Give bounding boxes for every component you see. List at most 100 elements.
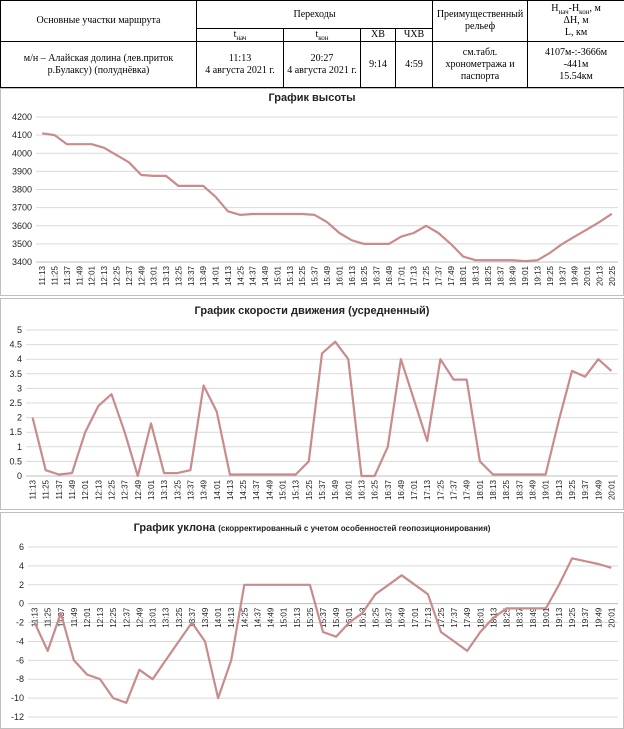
x-tick-label: 14:37: [252, 479, 261, 500]
x-tick-label: 16:37: [373, 265, 382, 286]
text: 11:13: [228, 52, 252, 64]
text-part: кон: [579, 8, 590, 16]
x-tick-label: 18:13: [472, 265, 481, 286]
x-tick-label: 18:37: [496, 265, 505, 286]
line-series: [31, 340, 613, 478]
x-tick-label: 15:01: [279, 479, 288, 500]
x-tick-label: 12:13: [96, 607, 105, 628]
subtitle: (скорректированный с учетом особенностей…: [218, 524, 490, 533]
chart-title: График высоты: [268, 92, 355, 104]
x-tick-label: 13:13: [162, 607, 171, 628]
cell: м/н – Алайская долина (лев.приток р.Була…: [0, 41, 197, 88]
x-tick-label: 18:25: [484, 265, 493, 286]
x-tick-label: 18:01: [476, 479, 485, 500]
x-tick-label: 16:49: [398, 607, 407, 628]
x-tick-label: 14:01: [213, 479, 222, 500]
x-tick-label: 14:25: [240, 607, 249, 628]
x-tick-label: 19:37: [581, 607, 590, 628]
text: 20:27: [310, 52, 334, 64]
x-tick-label: 16:37: [384, 479, 393, 500]
title: График высоты: [268, 92, 355, 104]
x-tick-label: 15:37: [319, 607, 328, 628]
y-tick-label: 3: [17, 383, 22, 393]
x-tick-label: 17:25: [437, 607, 446, 628]
chart-frame: [0, 88, 624, 296]
y-tick-label: 3800: [12, 185, 32, 195]
x-tick-label: 15:01: [280, 607, 289, 628]
x-tick-label: 18:37: [515, 479, 524, 500]
text: tкон: [315, 29, 329, 42]
x-tick-label: 20:01: [607, 607, 616, 628]
text: 4:59: [405, 58, 423, 70]
y-tick-label: -8: [16, 674, 24, 684]
x-tick-label: 14:37: [249, 265, 258, 286]
x-tick-label: 11:49: [70, 607, 79, 627]
x-tick-label: 20:01: [607, 479, 616, 500]
x-tick-label: 19:13: [555, 607, 564, 628]
y-tick-label: 3600: [12, 221, 32, 231]
x-tick-label: 12:13: [100, 265, 109, 286]
y-tick-label: 4: [17, 354, 22, 364]
cell: см.табл. хронометража и паспорта: [432, 41, 529, 88]
x-tick-label: 19:49: [594, 479, 603, 500]
x-tick-label: 15:49: [323, 265, 332, 286]
x-tick-label: 13:37: [186, 479, 195, 500]
x-tick-label: 20:25: [608, 265, 617, 286]
x-tick-label: 13:01: [150, 265, 159, 286]
x-tick-label: 13:25: [175, 607, 184, 628]
x-tick-label: 12:25: [112, 265, 121, 286]
x-tick-label: 19:13: [534, 265, 543, 286]
y-tick-label: 2: [17, 413, 22, 423]
x-tick-label: 15:25: [298, 265, 307, 286]
x-tick-label: 15:01: [273, 265, 282, 286]
x-tick-label: 19:49: [594, 607, 603, 628]
y-tick-label: 0: [17, 471, 22, 481]
x-tick-label: 13:25: [174, 265, 183, 286]
text-part: -H: [568, 3, 580, 14]
x-tick-label: 17:37: [450, 607, 459, 628]
x-tick-label: 19:25: [568, 607, 577, 628]
x-tick-label: 12:37: [125, 265, 134, 286]
x-tick-label: 11:25: [42, 479, 51, 499]
x-tick-label: 15:49: [331, 479, 340, 500]
x-tick-label: 12:01: [88, 265, 97, 286]
x-tick-label: 11:49: [68, 479, 77, 499]
x-tick-label: 14:25: [239, 479, 248, 500]
y-tick-label: 3900: [12, 166, 32, 176]
y-tick-label: -10: [11, 693, 24, 703]
text: Hнач-Hкон, м: [529, 3, 623, 16]
x-tick-label: 16:13: [348, 265, 357, 286]
y-tick-label: 3400: [12, 257, 32, 267]
x-tick-label: 11:13: [38, 265, 47, 285]
x-tick-label: 13:49: [201, 607, 210, 628]
x-tick-label: 18:25: [502, 479, 511, 500]
x-tick-label: 17:13: [410, 265, 419, 286]
text-part: кон: [318, 34, 329, 42]
x-tick-label: 12:25: [108, 479, 117, 500]
x-tick-label: 19:37: [558, 265, 567, 286]
line-series: [33, 557, 612, 704]
x-tick-label: 11:13: [29, 479, 38, 499]
x-tick-label: 19:01: [521, 265, 530, 286]
x-tick-label: 17:49: [463, 607, 472, 628]
y-tick-label: 3.5: [9, 369, 22, 379]
chart: График уклона (скорректированный с учетом…: [0, 512, 624, 729]
x-tick-label: 17:13: [423, 479, 432, 500]
text-part: , м: [589, 3, 601, 14]
text-part: нач: [558, 8, 569, 16]
x-tick-label: 18:49: [528, 479, 537, 500]
x-tick-label: 19:01: [542, 479, 551, 500]
x-tick-label: 16:49: [385, 265, 394, 286]
y-tick-label: 4: [19, 561, 24, 571]
cell: Основные участки маршрута: [0, 0, 197, 42]
cell: ХВ: [360, 28, 396, 42]
chart: График скорости движения (усредненный) 0 0…: [0, 298, 624, 510]
x-tick-label: 12:49: [137, 265, 146, 286]
y-tick-label: 0: [19, 599, 24, 609]
x-tick-label: 15:37: [311, 265, 320, 286]
x-tick-label: 11:37: [63, 265, 72, 285]
x-tick-label: 18:01: [459, 265, 468, 286]
x-tick-label: 19:49: [571, 265, 580, 286]
y-tick-label: 1.5: [9, 427, 22, 437]
